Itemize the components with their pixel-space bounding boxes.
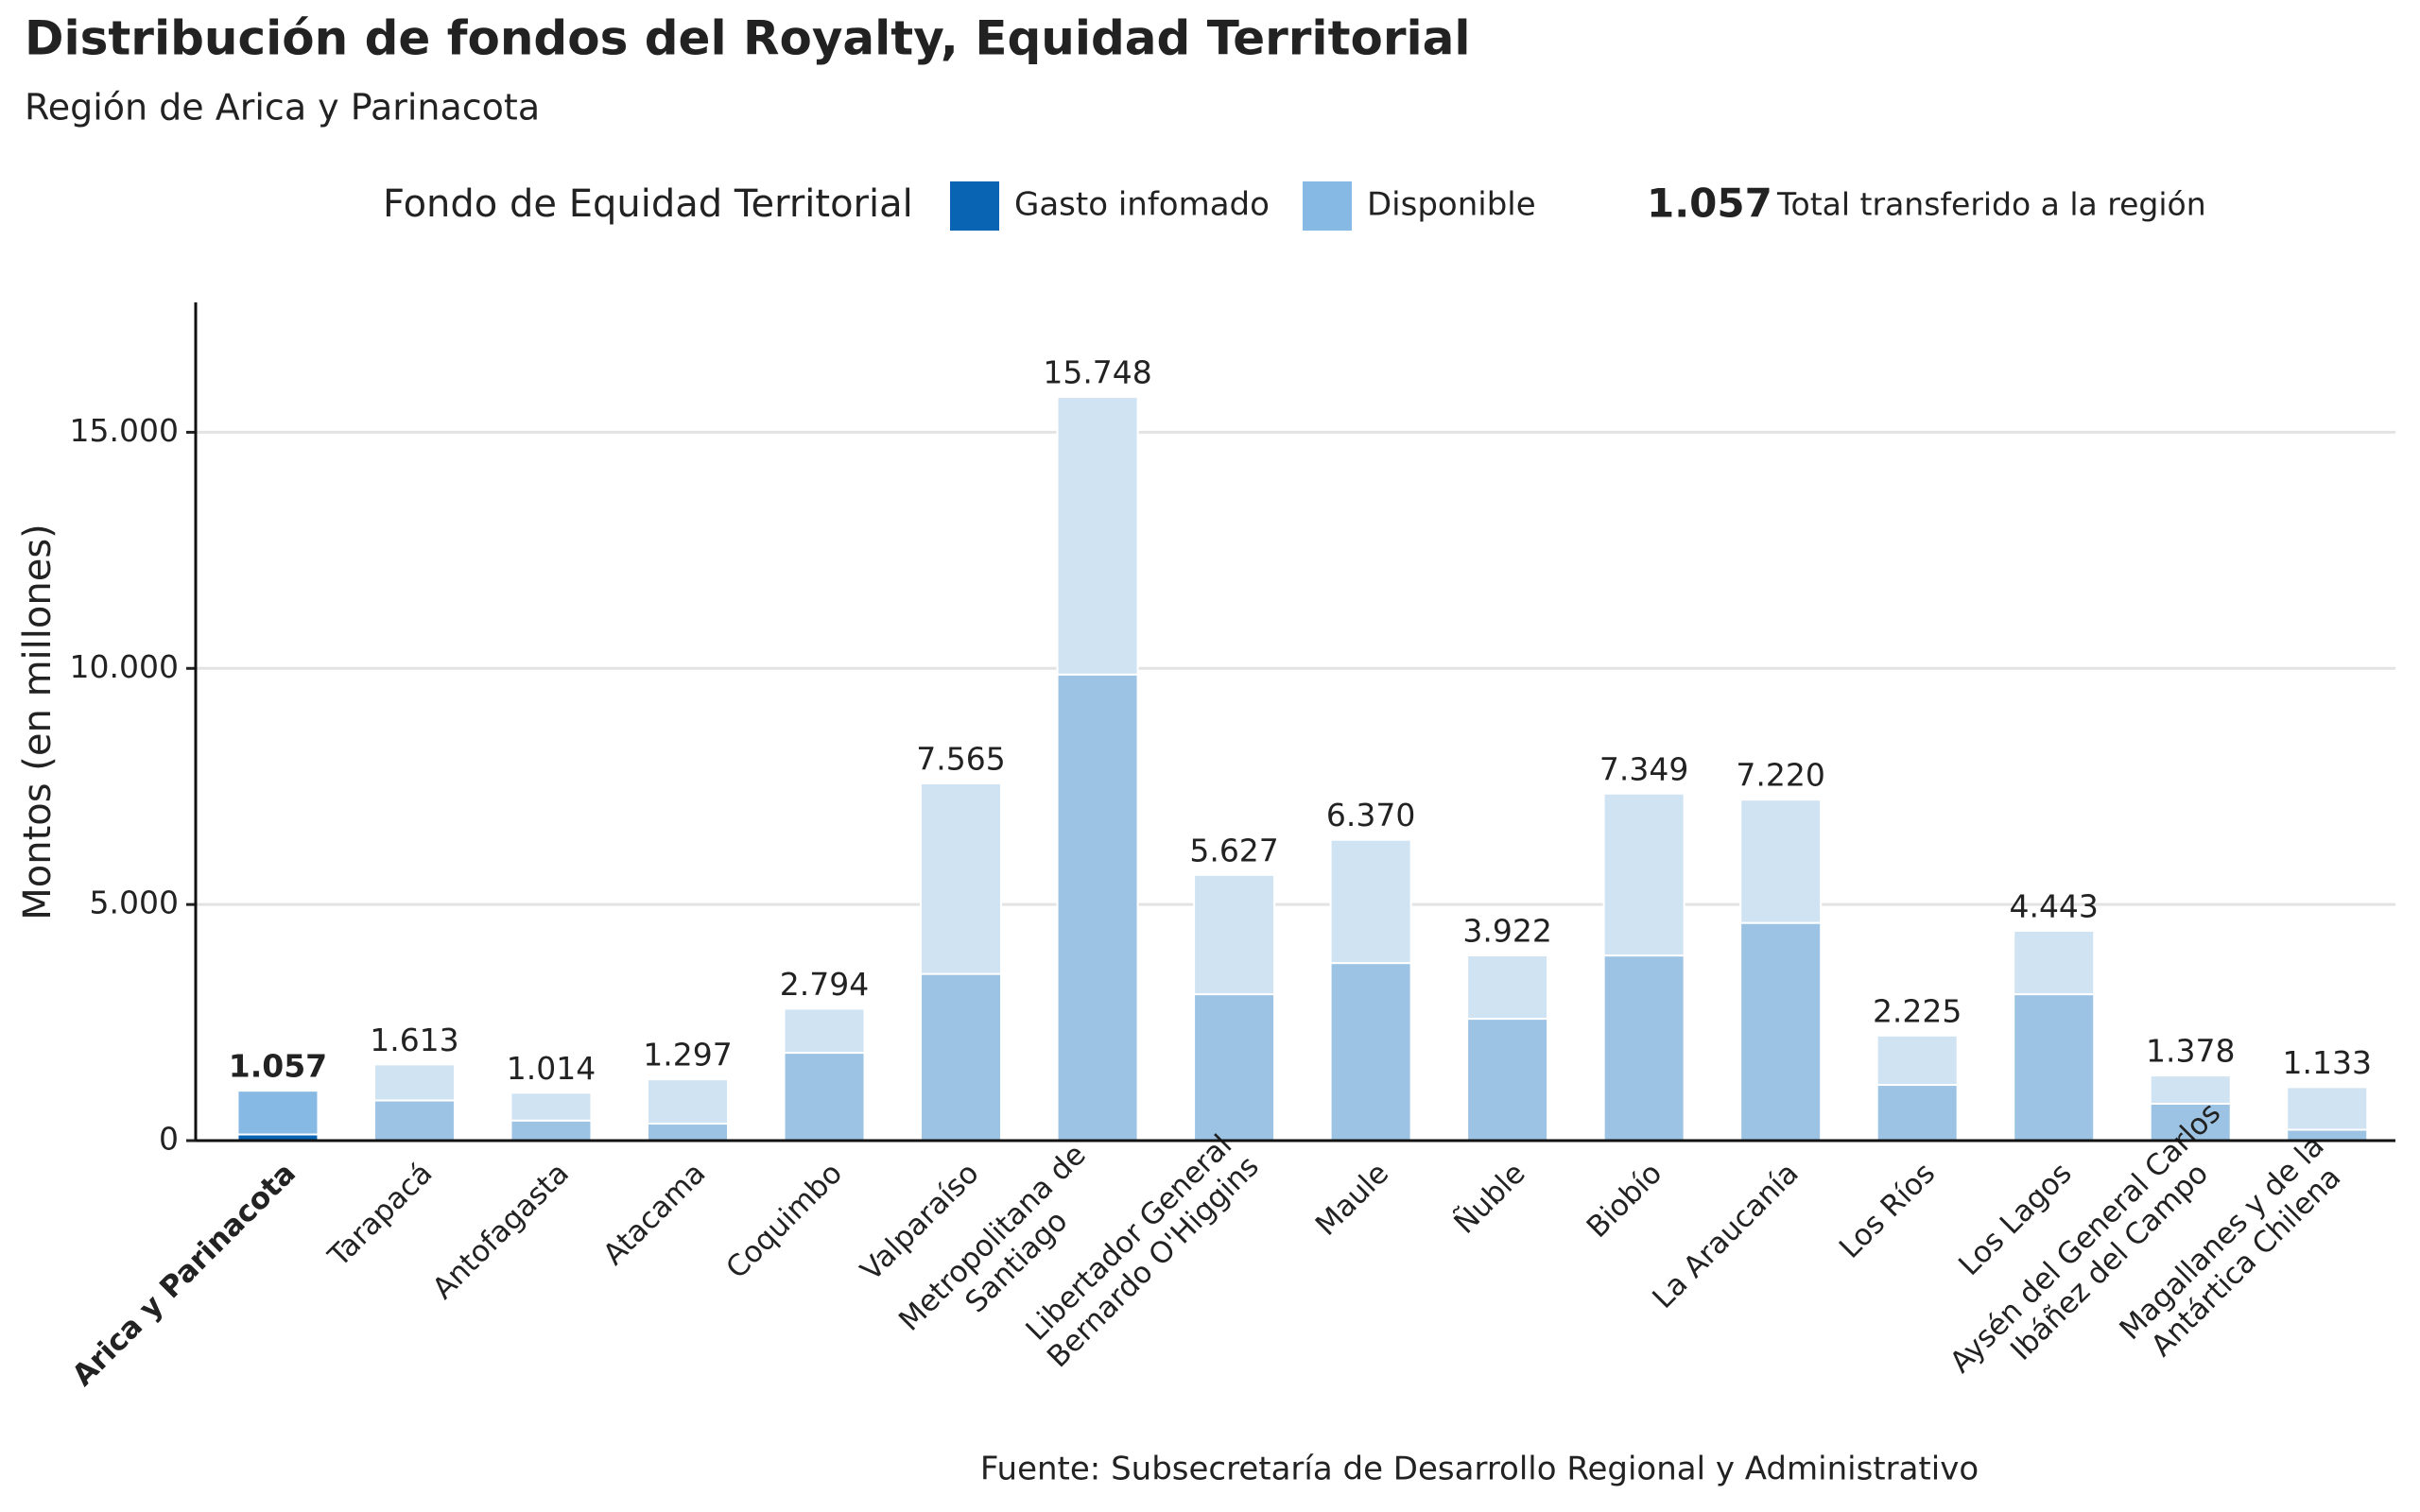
x-tick-label-line: Coquimbo xyxy=(719,1156,849,1285)
x-tick-label-line: Atacama xyxy=(596,1156,712,1271)
bar-segment xyxy=(372,1063,456,1102)
total-label: 4.443 xyxy=(2009,887,2098,924)
total-label: 2.225 xyxy=(1873,992,1962,1029)
y-tick-label: 5.000 xyxy=(90,885,179,921)
x-tick-label: La Araucanía xyxy=(1646,1156,1805,1314)
bar-segment xyxy=(1602,954,1685,1142)
total-label: 1.133 xyxy=(2283,1044,2372,1081)
y-tick-label: 15.000 xyxy=(70,412,179,449)
bar-segment xyxy=(647,1123,730,1142)
total-label: 1.297 xyxy=(643,1037,732,1074)
bar-segment xyxy=(1329,838,1412,965)
legend-swatch xyxy=(950,181,999,231)
bar-segment xyxy=(647,1078,730,1125)
bar-segment xyxy=(510,1091,593,1122)
total-label: 1.378 xyxy=(2146,1033,2235,1070)
x-tick-label-line: Bernardo O'Higgins xyxy=(1041,1149,1266,1374)
total-label: 3.922 xyxy=(1462,913,1551,950)
x-tick-label: Biobío xyxy=(1580,1156,1668,1244)
bar-segment xyxy=(2149,1074,2232,1106)
bar-segment xyxy=(2013,929,2096,996)
legend-label: Disponible xyxy=(1367,186,1536,224)
total-label: 1.057 xyxy=(229,1048,327,1085)
bar-segment xyxy=(236,1090,320,1136)
total-label: 7.220 xyxy=(1736,757,1824,794)
bar-segment xyxy=(1466,954,1549,1021)
legend-total-text: Total transferido a la región xyxy=(1776,186,2206,223)
bar-segment xyxy=(1739,921,1823,1143)
bar-segment xyxy=(2013,993,2096,1142)
x-tick-label-line: Tarapacá xyxy=(320,1156,439,1274)
legend-title: Fondo de Equidad Territorial xyxy=(383,182,913,226)
x-tick-label-line: Biobío xyxy=(1580,1156,1668,1244)
y-tick-label: 0 xyxy=(159,1121,179,1158)
bar-segment xyxy=(1193,993,1276,1142)
total-label: 6.370 xyxy=(1326,797,1415,833)
x-tick-label: Maule xyxy=(1308,1156,1394,1242)
source: Fuente: Subsecretaría de Desarrollo Regi… xyxy=(980,1451,1979,1488)
total-label: 7.349 xyxy=(1599,750,1688,787)
x-tick-label-line: La Araucanía xyxy=(1646,1156,1805,1314)
bar-segment xyxy=(1739,799,1823,924)
total-label: 1.613 xyxy=(370,1022,458,1058)
x-tick-label-line: Maule xyxy=(1308,1156,1394,1242)
x-tick-label: Los Ríos xyxy=(1833,1156,1942,1264)
total-label: 2.794 xyxy=(780,966,869,1003)
chart-subtitle: Región de Arica y Parinacota xyxy=(25,87,540,129)
bar-segment xyxy=(1193,873,1276,996)
bar-segment xyxy=(1466,1018,1549,1142)
total-label: 7.565 xyxy=(916,740,1005,777)
bar-segment xyxy=(1602,792,1685,957)
legend-label: Gasto infomado xyxy=(1014,186,1270,224)
legend-swatch xyxy=(1303,181,1352,231)
x-tick-label: Atacama xyxy=(596,1156,712,1271)
x-tick-label-line: Los Ríos xyxy=(1833,1156,1942,1264)
total-label: 15.748 xyxy=(1043,354,1151,391)
bar-segment xyxy=(783,1052,866,1142)
bar-segment xyxy=(1056,673,1139,1142)
y-tick-label: 10.000 xyxy=(70,648,179,685)
bar-segment xyxy=(920,782,1003,975)
chart-title: Distribución de fondos del Royalty, Equi… xyxy=(25,11,1471,66)
x-tick-label-line: Ñuble xyxy=(1447,1156,1531,1240)
x-tick-label-line: Arica y Parinacota xyxy=(65,1156,302,1392)
bar-segment xyxy=(783,1007,866,1055)
bar-segment xyxy=(372,1099,456,1142)
x-tick-label: Ñuble xyxy=(1447,1156,1531,1240)
bar-segment xyxy=(1876,1034,1959,1087)
bar-segment xyxy=(1329,962,1412,1142)
total-label: 5.627 xyxy=(1189,832,1278,868)
bar-segment xyxy=(920,972,1003,1143)
x-tick-label: Arica y Parinacota xyxy=(65,1156,302,1392)
x-tick-label: Antofagasta xyxy=(425,1156,575,1305)
bar-segment xyxy=(1876,1084,1959,1142)
bar-segment xyxy=(510,1119,593,1142)
x-tick-label: Tarapacá xyxy=(320,1156,439,1274)
bar-segment xyxy=(2286,1086,2369,1131)
x-tick-label: Coquimbo xyxy=(719,1156,849,1285)
y-axis-title: Montos (en millones) xyxy=(16,524,60,920)
x-tick-label-line: Antofagasta xyxy=(425,1156,575,1305)
total-label: 1.014 xyxy=(507,1050,596,1087)
bar-segment xyxy=(1056,396,1139,676)
legend-total-value: 1.057 xyxy=(1647,180,1772,227)
